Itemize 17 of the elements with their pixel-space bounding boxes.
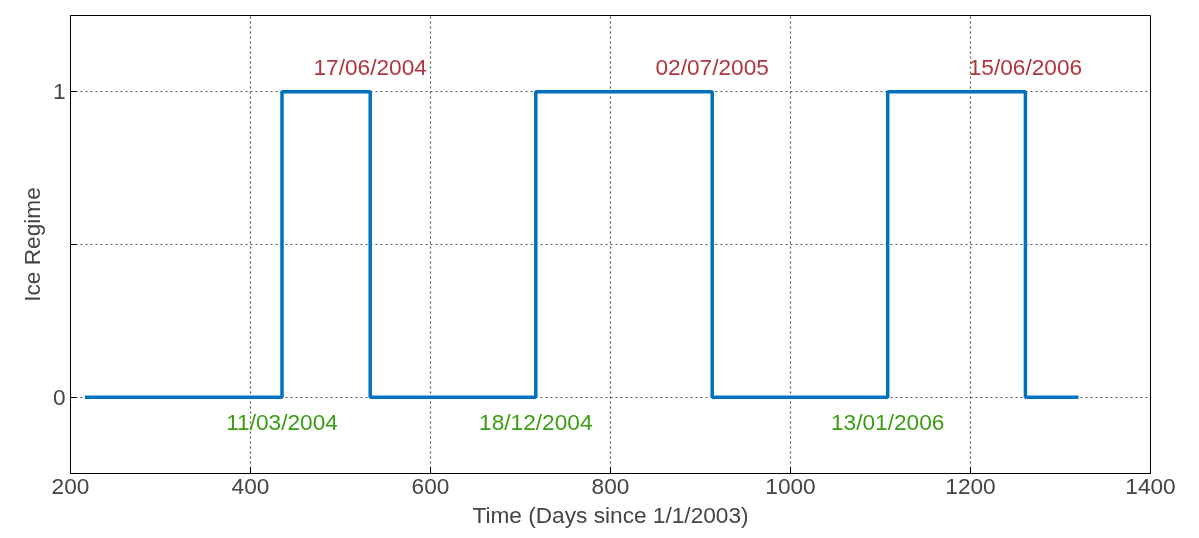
annotation: 13/01/2006 bbox=[831, 409, 945, 436]
x-tick-label: 800 bbox=[591, 472, 630, 499]
x-tick-label: 1400 bbox=[1125, 472, 1176, 499]
x-tick-label: 1000 bbox=[765, 472, 816, 499]
y-axis-title: Ice Regime bbox=[18, 187, 45, 302]
annotation: 18/12/2004 bbox=[479, 409, 593, 436]
x-tick-label: 200 bbox=[51, 472, 90, 499]
x-tick-label: 400 bbox=[231, 472, 270, 499]
y-tick-label: 0 bbox=[52, 383, 66, 410]
y-tick-label: 1 bbox=[52, 78, 66, 105]
annotation: 02/07/2005 bbox=[655, 53, 769, 80]
annotation: 15/06/2006 bbox=[968, 53, 1083, 80]
annotation: 11/03/2004 bbox=[226, 409, 338, 436]
annotation: 17/06/2004 bbox=[313, 53, 427, 80]
x-tick-label: 1200 bbox=[945, 472, 996, 499]
x-tick-label: 600 bbox=[411, 472, 450, 499]
x-axis-title: Time (Days since 1/1/2003) bbox=[472, 501, 749, 528]
